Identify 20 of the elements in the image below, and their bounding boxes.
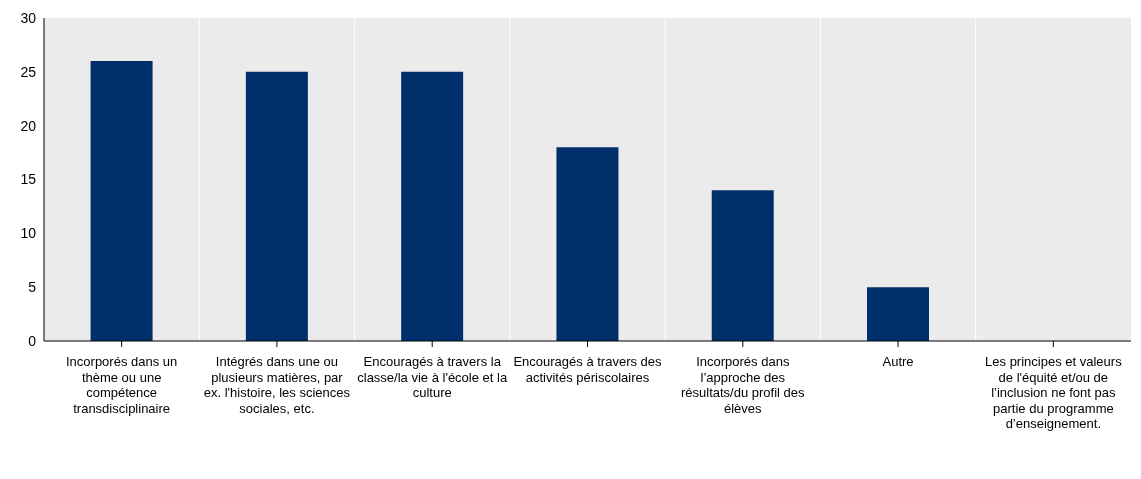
x-tick-label: Intégrés dans une ou plusieurs matières, par ex. l'histoire, les sciences sociales, etc.	[203, 354, 351, 416]
bar	[556, 147, 619, 341]
y-tick-label: 5	[28, 279, 37, 296]
x-tick-label: Les principes et valeurs de l'équité et/ou de l’inclusion ne font pas partie du programme d’enseignement.	[985, 354, 1123, 432]
x-tick-label: Encouragés à travers des activités périscolaires	[513, 354, 663, 385]
x-tick-label: Autre	[882, 354, 914, 369]
bar	[711, 190, 774, 341]
y-tick-label: 0	[28, 332, 37, 349]
bar	[401, 71, 464, 341]
y-tick-label: 10	[20, 225, 37, 242]
bar	[245, 71, 308, 341]
bar	[90, 61, 153, 341]
bar	[867, 287, 930, 341]
y-tick-label: 15	[20, 171, 37, 188]
y-tick-label: 30	[20, 9, 37, 26]
y-tick-label: 20	[20, 117, 37, 134]
x-tick-label: Incorporés dans un thème ou une compétence transdisciplinaire	[65, 354, 178, 416]
y-tick-label: 25	[20, 63, 37, 80]
x-tick-label: Encouragés à travers la classe/la vie à l'école et la culture	[357, 354, 508, 401]
x-tick-label: Incorporés dans l’approche des résultats/du profil des élèves	[681, 354, 806, 416]
